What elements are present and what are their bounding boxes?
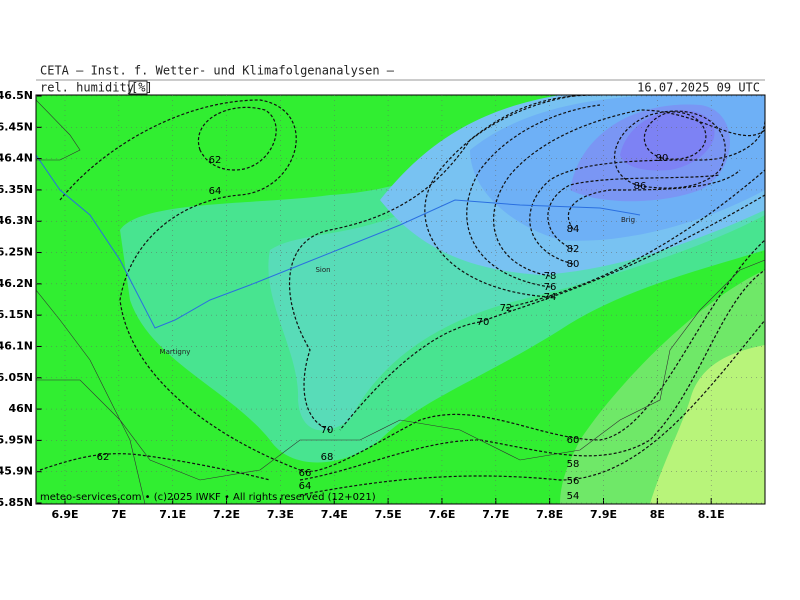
contour-label: 60	[567, 435, 580, 446]
source-title: CETA — Inst. f. Wetter- und Klimafolgena…	[40, 64, 395, 78]
lon-label: 7.7E	[482, 508, 509, 521]
lon-label: 7.1E	[159, 508, 186, 521]
lon-label: 6.9E	[51, 508, 78, 521]
contour-label: 80	[567, 259, 580, 270]
lon-label: 7.4E	[321, 508, 348, 521]
lat-label: 5.95N	[0, 433, 33, 446]
lon-label: 7.5E	[375, 508, 402, 521]
lon-label: 7.2E	[213, 508, 240, 521]
contour-label: 90	[656, 153, 669, 164]
place-name: Sion	[315, 266, 330, 274]
contour-label: 64	[299, 481, 312, 492]
contour-label: 84	[567, 224, 580, 235]
field-name: rel. humidity	[40, 81, 134, 95]
contour-label: 86	[634, 181, 647, 192]
contour-label: 70	[477, 317, 490, 328]
lat-label: 46.4N	[0, 152, 33, 165]
lon-label: 7E	[111, 508, 126, 521]
contour-label: 74	[544, 292, 557, 303]
lon-label: 8E	[650, 508, 665, 521]
place-name: Martigny	[160, 348, 191, 356]
contour-label: 66	[299, 468, 312, 479]
field-unit: [%]	[131, 81, 153, 95]
contour-label: 72	[500, 303, 513, 314]
footer: meteo-services.com • (c)2025 IWKF • All …	[40, 492, 376, 503]
lat-label: 46.15N	[0, 308, 33, 321]
lat-label: 46.45N	[0, 120, 33, 133]
contour-label: 68	[321, 452, 334, 463]
contour-label: 76	[544, 282, 557, 293]
lon-label: 7.8E	[536, 508, 563, 521]
lat-label: 46N	[8, 402, 33, 415]
lat-label: 46.05N	[0, 371, 33, 384]
contour-label: 54	[567, 491, 580, 502]
contour-label: 62	[97, 452, 110, 463]
lon-label: 7.9E	[590, 508, 617, 521]
map-frame	[35, 94, 766, 505]
lat-label: 46.35N	[0, 183, 33, 196]
contour-label: 62	[209, 155, 222, 166]
lat-label: 46.25N	[0, 246, 33, 259]
contour-label: 70	[321, 425, 334, 436]
lon-label: 7.3E	[267, 508, 294, 521]
lat-label: 45.9N	[0, 465, 33, 478]
contour-label: 58	[567, 459, 580, 470]
place-name: Brig	[621, 216, 635, 224]
lat-label: 46.1N	[0, 339, 33, 352]
lat-label: 46.5N	[0, 89, 33, 102]
lat-label: 45.85N	[0, 496, 33, 509]
lon-label: 7.6E	[428, 508, 455, 521]
unit-box	[128, 80, 148, 95]
lat-label: 46.3N	[0, 214, 33, 227]
lat-label: 46.2N	[0, 277, 33, 290]
contour-label: 56	[567, 476, 580, 487]
contour-label: 78	[544, 271, 557, 282]
contour-label: 82	[567, 244, 580, 255]
map-field	[36, 95, 765, 504]
lon-label: 8.1E	[698, 508, 725, 521]
valid-time: 16.07.2025 09 UTC	[637, 81, 760, 95]
contour-label: 64	[209, 186, 222, 197]
